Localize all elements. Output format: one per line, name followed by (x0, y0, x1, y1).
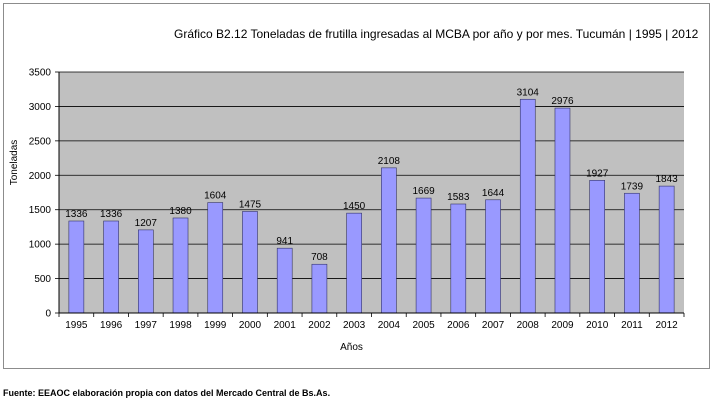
source-note: Fuente: EEAOC elaboración propia con dat… (3, 388, 331, 398)
data-label: 708 (311, 252, 328, 263)
x-tick-label: 1999 (204, 320, 227, 331)
x-tick-label: 1995 (65, 320, 88, 331)
x-tick-label: 2002 (308, 320, 331, 331)
data-label: 1450 (343, 201, 366, 212)
bar (589, 180, 605, 314)
bar (103, 220, 119, 314)
data-label: 1669 (412, 186, 435, 197)
x-tick-label: 2004 (378, 320, 401, 331)
chart-title: Gráfico B2.12 Toneladas de frutilla ingr… (174, 27, 699, 41)
data-label: 1475 (239, 199, 262, 210)
x-tick-label: 2000 (239, 320, 262, 331)
bar (242, 211, 258, 314)
bar (450, 203, 467, 314)
data-label: 1380 (169, 206, 192, 217)
bar (346, 212, 362, 314)
x-tick-label: 1998 (169, 320, 192, 331)
y-tick-label: 500 (34, 274, 51, 285)
bar (68, 220, 85, 314)
data-label: 941 (276, 236, 293, 247)
bar (415, 197, 432, 314)
bar (381, 167, 397, 314)
data-label: 1583 (447, 192, 470, 203)
bar (554, 107, 571, 314)
x-tick-label: 2011 (621, 320, 643, 331)
x-tick-label: 2010 (586, 320, 609, 331)
data-labels: 1336 1336 1207 1380 1604 1475 941 708 1450 2108 16… (65, 87, 678, 263)
x-axis-ticks: 1995 1996 1997 1998 1999 2000 2001 2002 2003 2004… (58, 313, 685, 331)
y-tick-label: 1000 (29, 240, 52, 251)
bar (624, 192, 640, 314)
x-axis-label: Años (340, 342, 363, 353)
y-tick-label: 1500 (29, 205, 52, 216)
bar (658, 185, 675, 314)
data-label: 1207 (135, 218, 158, 229)
x-tick-label: 2012 (656, 320, 679, 331)
data-label: 1927 (586, 168, 609, 179)
bar (519, 98, 536, 314)
y-tick-label: 2500 (29, 136, 52, 147)
x-tick-label: 2008 (517, 320, 540, 331)
data-label: 2976 (551, 96, 574, 107)
bar (207, 202, 224, 314)
gridlines (59, 71, 684, 279)
data-label: 1739 (621, 181, 644, 192)
y-tick-label: 3500 (29, 68, 52, 79)
x-tick-label: 2009 (551, 320, 574, 331)
data-label: 1336 (65, 209, 88, 220)
x-tick-label: 2001 (274, 320, 297, 331)
x-tick-label: 1997 (135, 320, 158, 331)
bar (485, 199, 501, 314)
x-tick-label: 2006 (447, 320, 470, 331)
data-label: 1336 (100, 209, 123, 220)
y-tick-label: 2000 (29, 171, 52, 182)
bar (276, 247, 293, 314)
bars (68, 98, 675, 314)
x-tick-label: 1996 (100, 320, 123, 331)
data-label: 1644 (482, 188, 505, 199)
y-axis-ticks: 0 500 1000 1500 2000 2500 3000 3500 (29, 68, 59, 320)
data-label: 2108 (378, 156, 401, 167)
data-label: 1843 (656, 174, 679, 185)
y-tick-label: 3000 (29, 102, 52, 113)
data-label: 3104 (517, 87, 540, 98)
bar (172, 217, 189, 314)
x-tick-label: 2005 (412, 320, 435, 331)
x-tick-label: 2007 (482, 320, 505, 331)
y-tick-label: 0 (45, 309, 51, 320)
bar (311, 263, 328, 314)
data-label: 1604 (204, 191, 227, 202)
y-axis-label: Toneladas (9, 140, 20, 186)
plot-area (59, 72, 684, 313)
bar (138, 229, 154, 314)
x-tick-label: 2003 (343, 320, 366, 331)
